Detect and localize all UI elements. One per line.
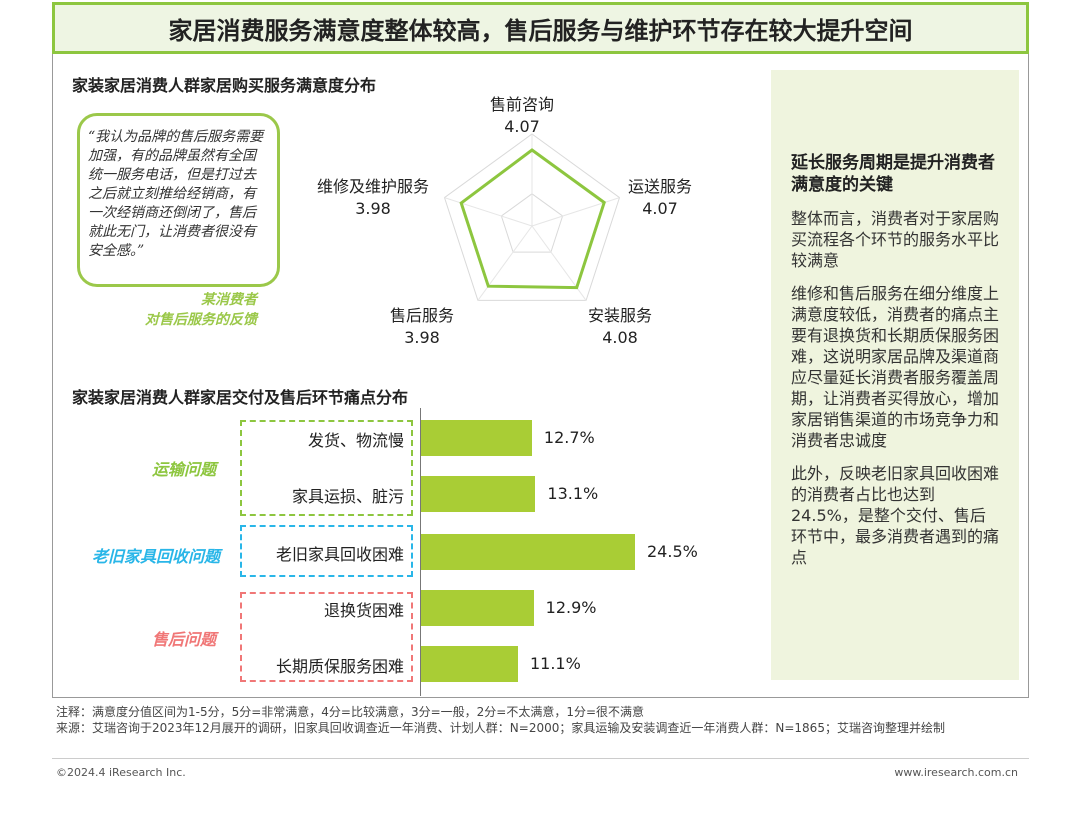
radar-val-install: 4.08 — [602, 328, 638, 347]
radar-spoke — [477, 225, 533, 301]
group-label-recycle: 老旧家具回收问题 — [91, 547, 220, 566]
quote-source-desc: 对售后服务的反馈 — [145, 312, 257, 328]
quote-box: “我认为品牌的售后服务需要加强，有的品牌虽然有全国统一服务电话，但是打过去之后就… — [77, 113, 280, 287]
quote-text: “我认为品牌的售后服务需要加强，有的品牌虽然有全国统一服务电话，但是打过去之后就… — [88, 129, 264, 259]
radar-val-repair: 3.98 — [355, 199, 391, 218]
radar-spoke — [531, 225, 587, 301]
group-label-aftersale: 售后问题 — [151, 630, 216, 649]
insight-para-3: 此外，反映老旧家具回收困难的消费者占比也达到24.5%，是整个交付、售后环节中，… — [791, 464, 1000, 567]
bar-value-shipping: 12.7% — [543, 428, 595, 447]
bar-warranty — [421, 646, 518, 682]
content-frame — [52, 54, 1029, 698]
insight-para-1: 整体而言，消费者对于家居购买流程各个环节的服务水平比较满意 — [791, 209, 1000, 270]
bar-category-damage: 家具运损、脏污 — [291, 487, 404, 506]
radar-label-presale: 售前咨询 4.07 — [462, 94, 582, 138]
bar-value-warranty: 11.1% — [529, 654, 581, 673]
radar-val-aftersale: 3.98 — [404, 328, 440, 347]
bar-section-title: 家装家居消费人群家居交付及售后环节痛点分布 — [72, 388, 409, 407]
radar-val-presale: 4.07 — [504, 117, 540, 136]
bar-category-recycle: 老旧家具回收困难 — [275, 545, 404, 564]
radar-val-delivery: 4.07 — [642, 199, 678, 218]
site-url: www.iresearch.com.cn — [894, 766, 1018, 779]
footnote-source: 来源：艾瑞咨询于2023年12月展开的调研，旧家具回收调查近一年消费、计划人群：… — [56, 721, 945, 735]
copyright: ©2024.4 iResearch Inc. — [56, 766, 186, 779]
bar-return — [421, 590, 534, 626]
bar-recycle — [421, 534, 635, 570]
radar-spoke — [444, 197, 533, 227]
footnote-note: 注释：满意度分值区间为1-5分，5分=非常满意，4分=比较满意，3分=一般，2分… — [56, 705, 645, 719]
radar-cat-install: 安装服务 — [587, 306, 652, 325]
radar-cat-delivery: 运送服务 — [627, 177, 692, 196]
radar-cat-repair: 维修及维护服务 — [316, 177, 429, 196]
bar-category-shipping: 发货、物流慢 — [307, 431, 404, 450]
group-box-recycle — [240, 525, 413, 577]
radar-label-install: 安装服务 4.08 — [560, 305, 680, 349]
radar-label-aftersale: 售后服务 3.98 — [362, 305, 482, 349]
page-title: 家居消费服务满意度整体较高，售后服务与维护环节存在较大提升空间 — [52, 2, 1029, 54]
group-box-transport — [240, 420, 413, 516]
bar-category-return: 退换货困难 — [323, 601, 404, 620]
bar-axis — [420, 408, 421, 696]
bar-value-return: 12.9% — [545, 598, 597, 617]
quote-source-name: 某消费者 — [201, 292, 257, 308]
footer-divider — [52, 758, 1029, 759]
bar-value-damage: 13.1% — [547, 484, 599, 503]
insight-panel: 延长服务周期是提升消费者满意度的关键 整体而言，消费者对于家居购买流程各个环节的… — [771, 70, 1019, 680]
radar-cat-presale: 售前咨询 — [489, 95, 554, 114]
radar-label-delivery: 运送服务 4.07 — [600, 176, 720, 220]
insight-para-2: 维修和售后服务在细分维度上满意度较低，消费者的痛点主要有退换货和长期质保服务困难… — [791, 284, 1000, 450]
bar-category-warranty: 长期质保服务困难 — [275, 657, 404, 676]
radar-grid-inner — [500, 193, 564, 253]
bar-damage — [421, 476, 536, 512]
group-label-transport: 运输问题 — [151, 460, 216, 479]
radar-grid-outer — [443, 133, 621, 301]
bar-shipping — [421, 420, 532, 456]
group-box-aftersale — [240, 592, 413, 682]
insight-heading: 延长服务周期是提升消费者满意度的关键 — [791, 153, 995, 195]
radar-label-repair: 维修及维护服务 3.98 — [303, 176, 443, 220]
radar-section-title: 家装家居消费人群家居购买服务满意度分布 — [72, 76, 377, 95]
radar-series — [459, 148, 606, 290]
bar-value-recycle: 24.5% — [647, 542, 698, 561]
radar-cat-aftersale: 售后服务 — [389, 306, 454, 325]
